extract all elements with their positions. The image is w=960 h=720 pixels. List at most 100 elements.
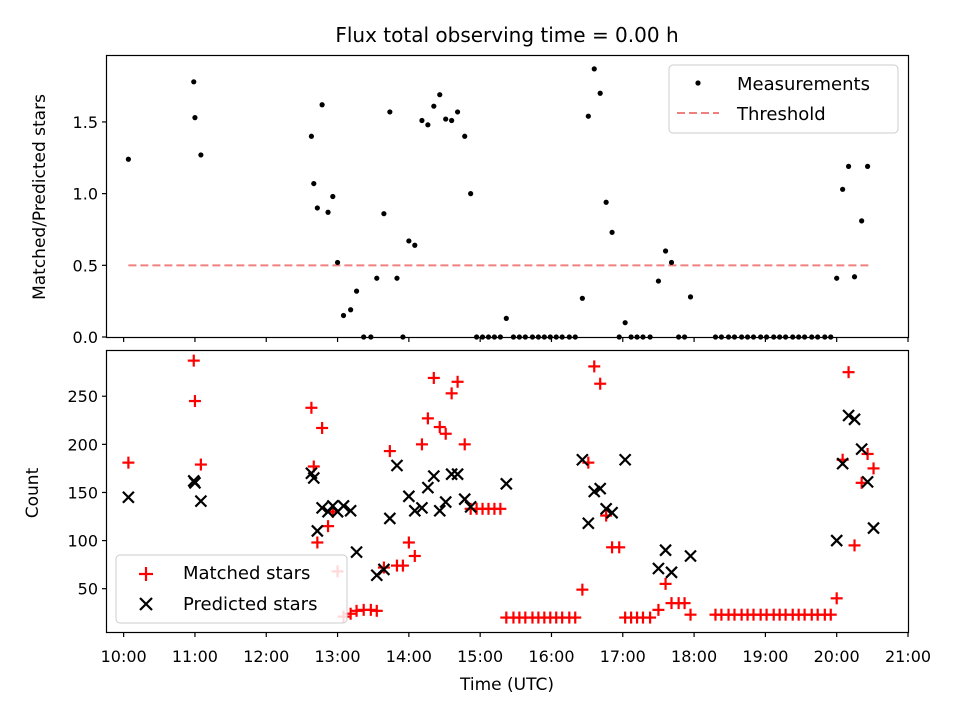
measurement-point bbox=[603, 199, 609, 205]
matched-star-point bbox=[402, 536, 415, 549]
matched-star-point bbox=[370, 604, 383, 617]
measurement-point bbox=[845, 163, 852, 169]
measurement-point bbox=[840, 186, 846, 192]
predicted-star-stroke-b bbox=[350, 545, 363, 559]
matched-star-point bbox=[427, 371, 440, 384]
predicted-star-stroke-b bbox=[305, 466, 318, 480]
measurement-point bbox=[655, 278, 662, 284]
measurement-point bbox=[622, 320, 628, 326]
predicted-star-point bbox=[307, 471, 321, 485]
matched-star-point bbox=[652, 603, 665, 616]
predicted-star-point bbox=[311, 524, 324, 538]
measurement-point bbox=[462, 133, 468, 139]
measurement-point bbox=[374, 275, 380, 281]
x-tick-label: 17:00 bbox=[600, 647, 646, 666]
x-tick-label: 21:00 bbox=[885, 647, 931, 666]
top-y-ticks: 0.0 0.5 1.0 1.5 bbox=[73, 113, 107, 347]
predicted-star-point bbox=[390, 459, 404, 472]
matched-star-point bbox=[684, 608, 697, 621]
predicted-star-stroke-b bbox=[194, 494, 208, 508]
predicted-star-point bbox=[836, 457, 849, 470]
predicted-star-stroke-b bbox=[337, 499, 350, 513]
predicted-star-point bbox=[464, 500, 477, 514]
top-plot-frame bbox=[105, 54, 910, 339]
predicted-star-stroke-b bbox=[500, 477, 513, 491]
bottom-plot-frame bbox=[105, 349, 910, 634]
legend-predicted-label: Predicted stars bbox=[183, 594, 317, 615]
bottom-x-ticks: 10:00 11:00 12:00 13:00 14:00 15:00 16:00 17:00… bbox=[101, 632, 931, 666]
predicted-star-stroke-b bbox=[433, 504, 447, 518]
top-y-tick-label: 1.0 bbox=[73, 185, 98, 204]
predicted-star-point bbox=[350, 545, 363, 559]
bottom-y-tick-label: 100 bbox=[67, 532, 98, 551]
legend-measurements-marker bbox=[695, 80, 701, 86]
measurement-point bbox=[425, 122, 431, 128]
matched-star-point bbox=[588, 360, 601, 373]
measurement-point bbox=[334, 259, 341, 266]
matched-star-point bbox=[824, 608, 837, 621]
predicted-star-point bbox=[848, 413, 861, 426]
matched-star-point bbox=[122, 456, 135, 469]
matched-star-point bbox=[415, 438, 428, 451]
bottom-panel: 50 100 150 200 250 10:00 11:00 12:00 13:00 14:00… bbox=[23, 349, 931, 695]
top-y-tick-label: 0.0 bbox=[73, 328, 98, 347]
predicted-star-stroke-b bbox=[836, 457, 849, 470]
matched-star-point bbox=[311, 536, 324, 549]
matched-star-point bbox=[451, 375, 464, 388]
measurement-point bbox=[406, 238, 412, 244]
predicted-star-point bbox=[383, 512, 397, 525]
predicted-star-point bbox=[408, 504, 422, 518]
predicted-star-stroke-b bbox=[861, 475, 874, 489]
measurement-point bbox=[325, 209, 331, 215]
matched-star-point bbox=[194, 458, 207, 471]
top-y-axis-label: Matched/Predicted stars bbox=[30, 94, 50, 300]
matched-star-point bbox=[644, 611, 657, 624]
matched-star-point bbox=[408, 549, 421, 562]
predicted-star-point bbox=[830, 534, 843, 547]
measurement-point bbox=[585, 113, 591, 119]
predicted-star-point bbox=[337, 499, 350, 513]
matched-star-point bbox=[305, 401, 318, 414]
x-tick-label: 12:00 bbox=[243, 647, 289, 666]
x-tick-label: 20:00 bbox=[814, 647, 860, 666]
predicted-star-point bbox=[458, 492, 471, 506]
predicted-star-stroke-b bbox=[464, 500, 477, 514]
legend-measurements-label: Measurements bbox=[737, 74, 870, 95]
predicted-star-point bbox=[377, 563, 391, 576]
measurement-point bbox=[348, 307, 354, 313]
matched-star-point bbox=[494, 502, 507, 515]
measurement-point bbox=[662, 248, 669, 254]
predicted-star-point bbox=[433, 504, 447, 518]
matched-star-point bbox=[445, 387, 458, 400]
bottom-y-ticks: 50 100 150 200 250 bbox=[67, 387, 107, 599]
x-tick-label: 10:00 bbox=[101, 647, 147, 666]
measurement-point bbox=[419, 117, 425, 124]
measurement-point bbox=[387, 109, 393, 115]
predicted-star-stroke-b bbox=[842, 409, 855, 422]
measurement-point bbox=[579, 295, 585, 301]
bottom-y-tick-label: 50 bbox=[78, 580, 98, 599]
predicted-star-point bbox=[842, 409, 855, 422]
predicted-star-stroke-b bbox=[576, 453, 589, 467]
matched-star-point bbox=[188, 395, 201, 408]
predicted-star-stroke-b bbox=[188, 476, 202, 490]
predicted-star-stroke-b bbox=[402, 490, 416, 503]
measurement-point bbox=[687, 294, 694, 300]
predicted-star-point bbox=[861, 475, 874, 489]
predicted-star-point bbox=[344, 504, 357, 518]
chart-title: Flux total observing time = 0.00 h bbox=[335, 23, 678, 47]
predicted-star-stroke-b bbox=[315, 501, 329, 515]
predicted-star-point bbox=[618, 453, 632, 467]
predicted-star-stroke-b bbox=[684, 549, 697, 563]
top-legend: Measurements Threshold bbox=[668, 64, 899, 134]
measurement-point bbox=[191, 79, 197, 85]
predicted-star-point bbox=[665, 566, 678, 579]
x-axis-label: Time (UTC) bbox=[459, 675, 554, 695]
bottom-legend: Matched stars Predicted stars bbox=[115, 554, 348, 624]
predicted-star-point bbox=[605, 506, 619, 519]
legend-matched-label: Matched stars bbox=[183, 563, 310, 584]
measurement-point bbox=[431, 103, 437, 109]
top-legend-box bbox=[668, 64, 899, 134]
measurement-point bbox=[394, 275, 400, 281]
